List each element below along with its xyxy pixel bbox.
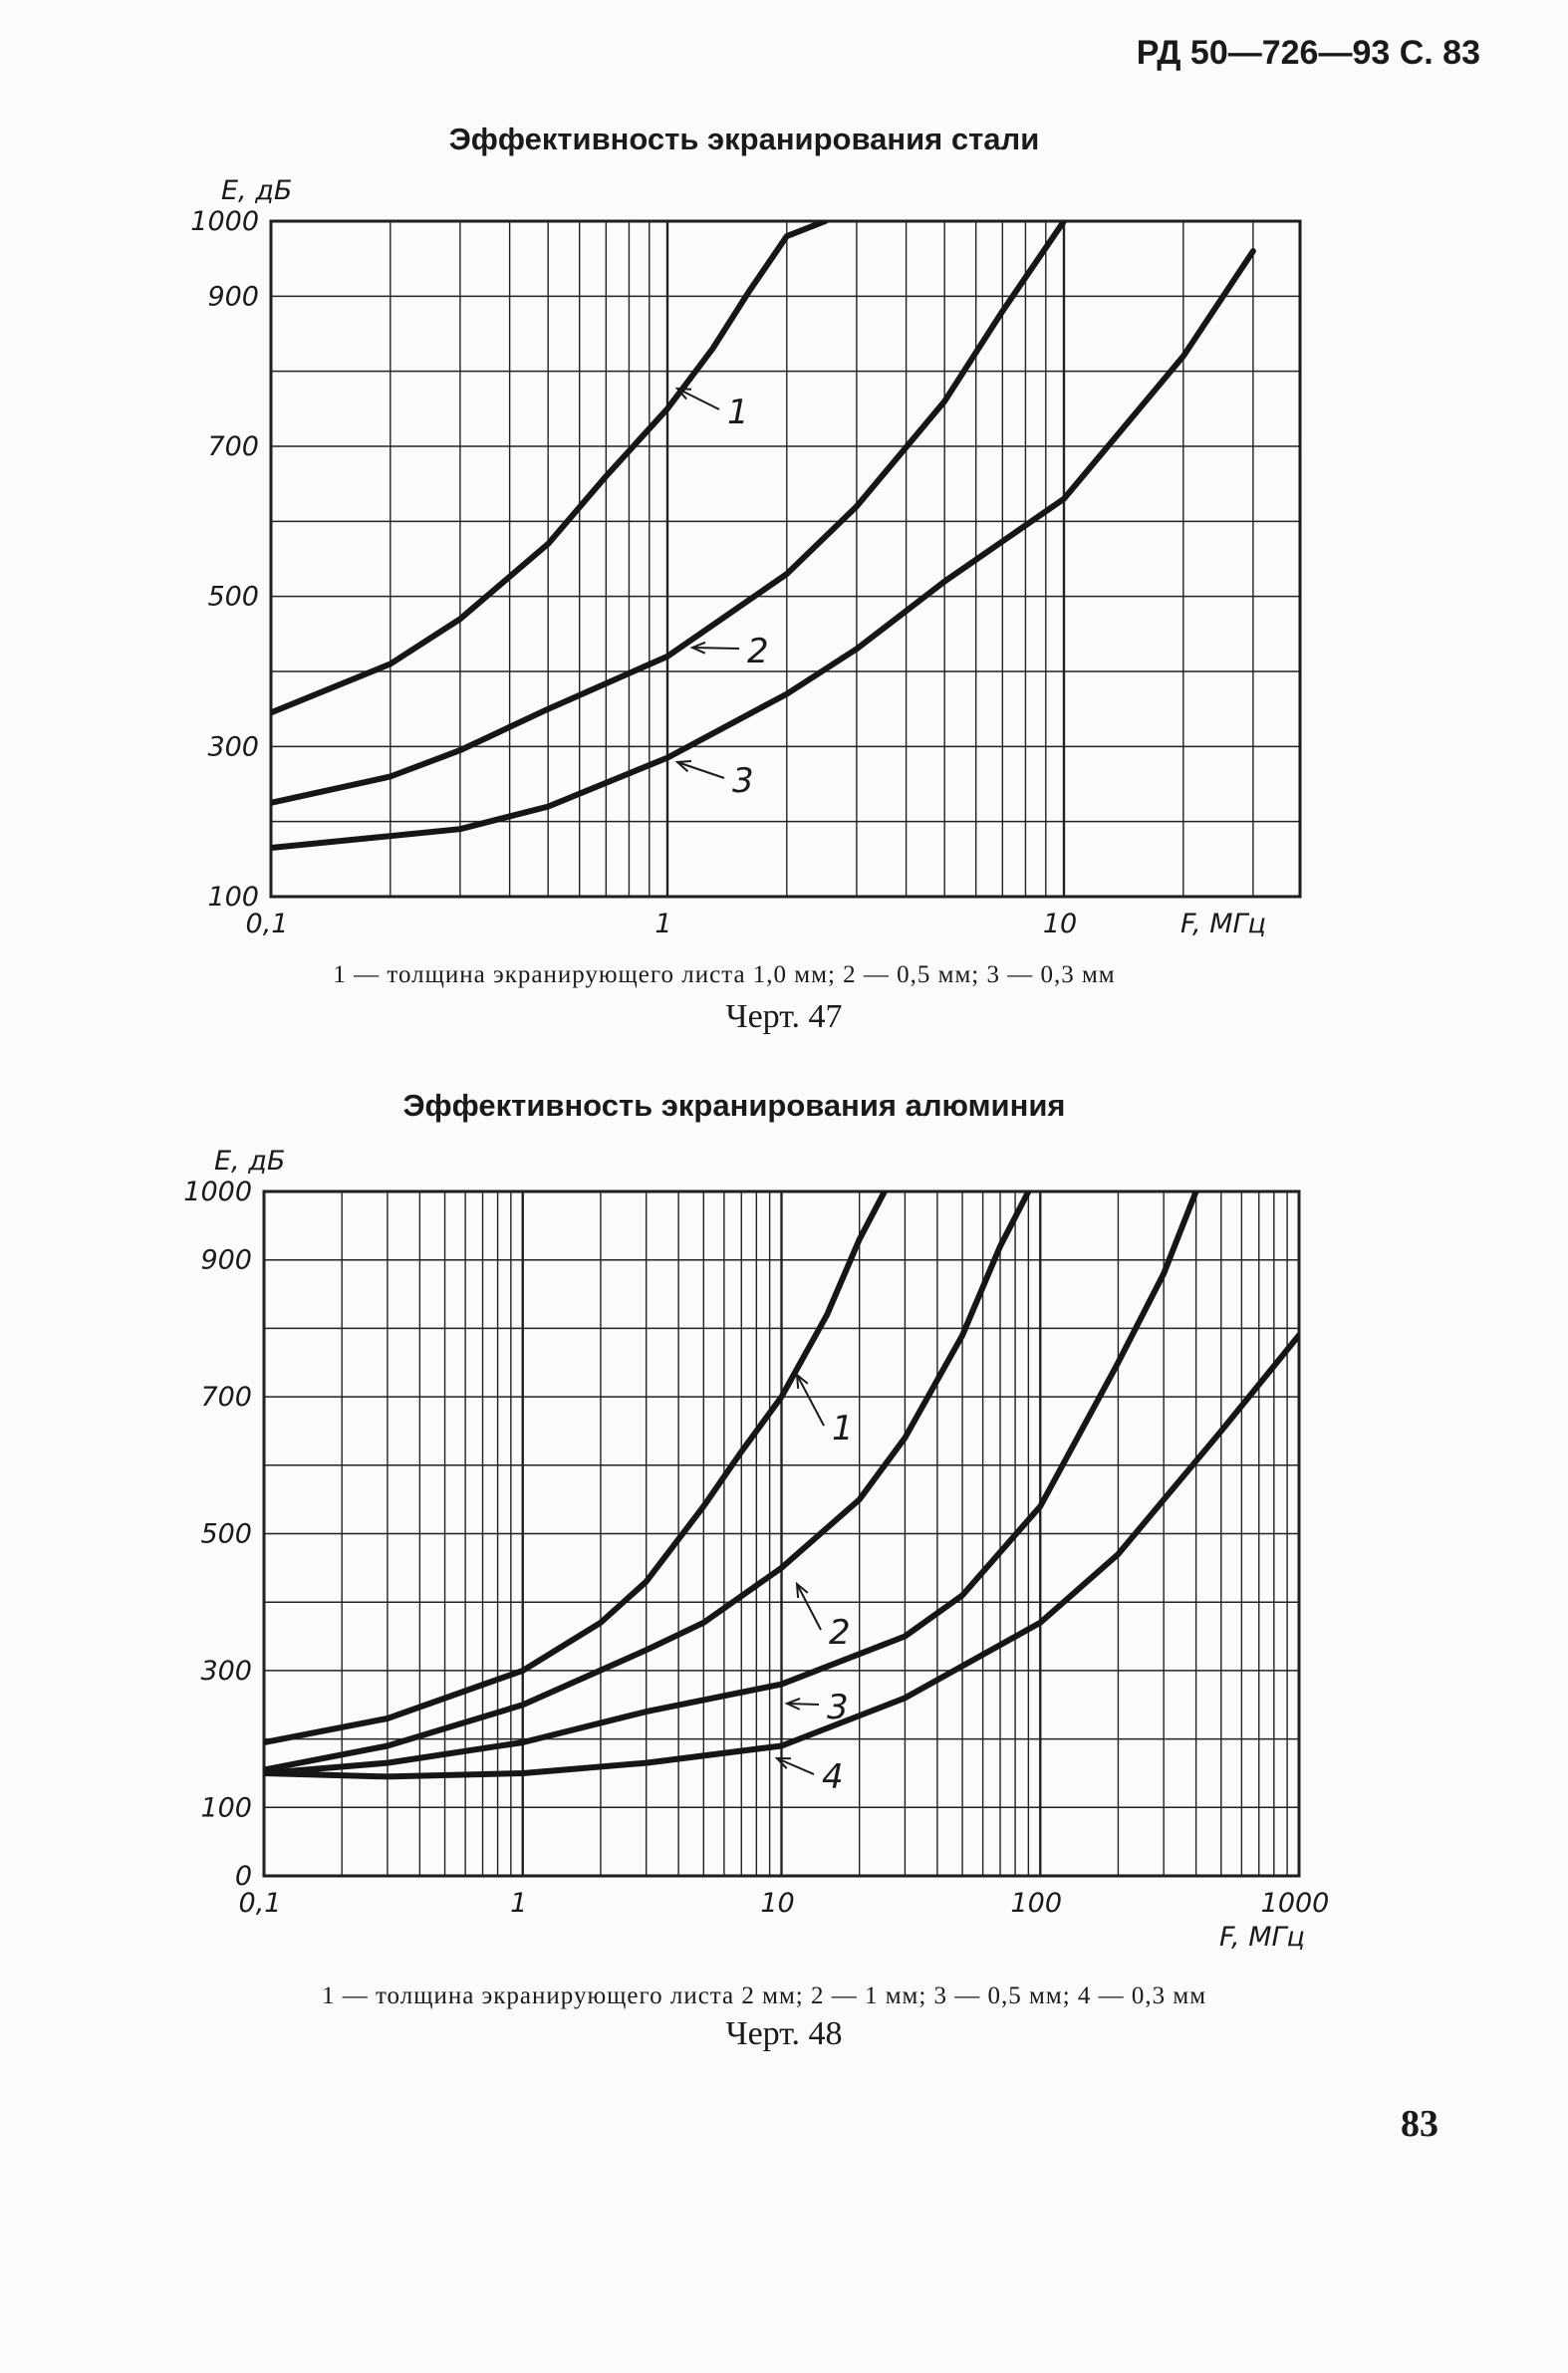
y-tick-label: 0 bbox=[235, 1861, 252, 1892]
y-axis-label: E, дБ bbox=[221, 175, 292, 206]
y-tick-label: 300 bbox=[207, 731, 259, 762]
x-tick-label: 100 bbox=[1010, 1888, 1062, 1919]
figure-label-48: Черт. 48 bbox=[725, 2015, 843, 2052]
series-curve-2 bbox=[271, 221, 1067, 806]
curve-label-arrowhead bbox=[674, 759, 692, 773]
x-axis-label: F, МГц bbox=[1219, 1922, 1305, 1953]
x-tick-label: 0,1 bbox=[246, 909, 289, 939]
curve-label-arrow bbox=[796, 1583, 822, 1631]
caption-steel: 1 — толщина экранирующего листа 1,0 мм; … bbox=[333, 961, 1116, 988]
chart-title-aluminium: Эффективность экранирования алюминия bbox=[402, 1088, 1066, 1123]
y-tick-label: 900 bbox=[207, 281, 259, 312]
y-tick-label: 1000 bbox=[183, 1177, 252, 1207]
curve-label-arrow bbox=[676, 761, 725, 779]
curve-label-arrowhead bbox=[795, 1372, 809, 1390]
x-tick-label: 0,1 bbox=[239, 1888, 282, 1919]
series-curve-3 bbox=[271, 248, 1256, 851]
series-curve-3 bbox=[264, 1191, 1199, 1776]
curve-label: 4 bbox=[822, 1757, 844, 1797]
curve-label-arrow bbox=[676, 388, 720, 410]
curve-label: 1 bbox=[832, 1409, 854, 1449]
curve-label: 2 bbox=[747, 632, 769, 671]
series-curve-1 bbox=[271, 221, 829, 716]
x-tick-label: 1000 bbox=[1261, 1888, 1330, 1919]
y-tick-label: 700 bbox=[207, 431, 259, 462]
series-curve-4 bbox=[264, 1332, 1299, 1780]
caption-aluminium: 1 — толщина экранирующего листа 2 мм; 2 … bbox=[321, 1982, 1207, 2009]
document-header: РД 50—726—93 С. 83 bbox=[1136, 34, 1480, 72]
y-axis-label: E, дБ bbox=[214, 1146, 285, 1177]
curve-label: 2 bbox=[829, 1613, 851, 1653]
x-tick-label: 1 bbox=[510, 1888, 527, 1919]
y-tick-label: 100 bbox=[207, 882, 259, 913]
page-number: 83 bbox=[1401, 2103, 1438, 2145]
curve-label-arrowhead bbox=[674, 387, 692, 400]
chart-title-steel: Эффективность экранирования стали bbox=[448, 122, 1040, 156]
y-tick-label: 1000 bbox=[190, 206, 259, 237]
curve-label-arrowhead bbox=[784, 1698, 801, 1711]
y-tick-label: 100 bbox=[200, 1792, 252, 1823]
y-tick-label: 500 bbox=[207, 582, 259, 613]
curve-label-arrow bbox=[691, 647, 740, 650]
curve-label: 3 bbox=[732, 761, 754, 801]
curve-label: 1 bbox=[727, 393, 749, 432]
y-tick-label: 300 bbox=[200, 1656, 252, 1687]
curve-label-arrow bbox=[786, 1703, 820, 1706]
curve-label-arrow bbox=[796, 1374, 825, 1427]
x-tick-label: 1 bbox=[654, 909, 671, 939]
y-tick-label: 900 bbox=[200, 1245, 252, 1276]
x-axis-label: F, МГц bbox=[1180, 909, 1266, 939]
curve-label-arrowhead bbox=[774, 1756, 792, 1769]
x-tick-label: 10 bbox=[1043, 909, 1077, 939]
curve-label: 3 bbox=[827, 1688, 849, 1727]
curve-label-arrowhead bbox=[795, 1581, 809, 1599]
series-curve-2 bbox=[264, 1191, 1032, 1773]
y-tick-label: 700 bbox=[200, 1382, 252, 1413]
series-curve-1 bbox=[264, 1191, 888, 1745]
curve-label-arrowhead bbox=[689, 641, 706, 655]
curve-label-arrow bbox=[776, 1757, 815, 1775]
figure-label-47: Черт. 47 bbox=[725, 998, 843, 1035]
y-tick-label: 500 bbox=[200, 1519, 252, 1550]
x-tick-label: 10 bbox=[760, 1888, 794, 1919]
